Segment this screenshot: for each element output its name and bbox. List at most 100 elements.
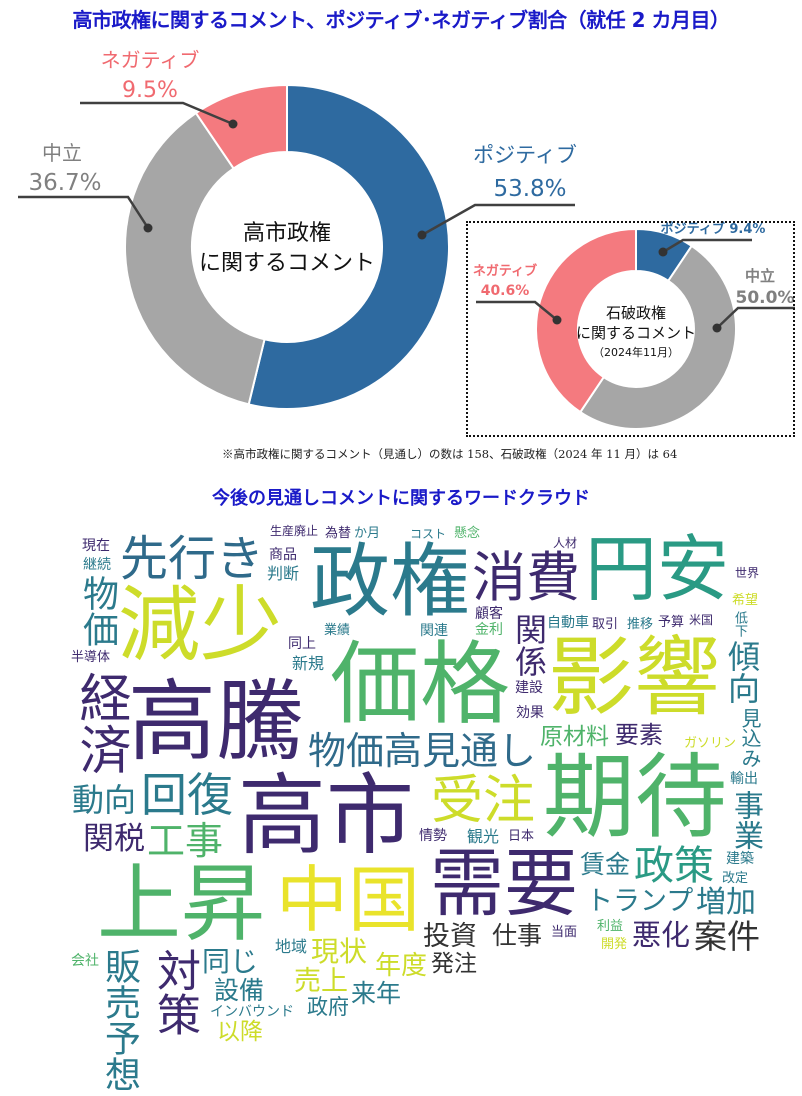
wordcloud-word: 商品	[269, 547, 297, 563]
ishiba-leader-negative-line	[476, 300, 558, 321]
ishiba-value-neutral: 50.0%	[736, 288, 795, 308]
wordcloud-word: 工事	[147, 819, 224, 863]
wordcloud-word: 受注	[431, 771, 536, 831]
wordcloud-word: 同上	[288, 636, 316, 652]
wordcloud-word: 低下	[732, 611, 747, 637]
ishiba-center-line1: 石破政権	[606, 304, 666, 322]
wordcloud: 政権 減少 価格 影響 高騰 中国 高市 上昇 需要 期待 円安 消費 先行き 受注 物価高見通し 販売予想 経…	[70, 524, 763, 1092]
wordcloud-word: 政策	[634, 843, 714, 889]
wordcloud-word: 判断	[267, 564, 300, 583]
wordcloud-word: 上昇	[97, 855, 266, 953]
ishiba-leader-negative-dot	[552, 315, 562, 325]
wordcloud-word: 継続	[83, 557, 111, 573]
wordcloud-word: 原材料	[540, 724, 609, 750]
wordcloud-word: 米国	[689, 613, 714, 627]
wordcloud-word: 政府	[307, 995, 349, 1019]
donut-charts: 高市政権に関するコメント ポジティブ 53.8% 中立 36.7% ネガティブ 9.5% 石破…	[18, 48, 795, 430]
wordcloud-word: 物価高見通し	[308, 729, 537, 773]
ishiba-label-negative: ネガティブ	[473, 263, 537, 279]
leader-positive-dot	[417, 230, 427, 240]
takaichi-slice-2	[194, 83, 288, 170]
wordcloud-word: 賃金	[580, 850, 631, 879]
wordcloud-word: 経済	[70, 671, 130, 775]
label-neutral: 中立	[42, 141, 82, 165]
wordcloud-word: 推移	[627, 617, 654, 632]
wordcloud-word: コスト	[410, 527, 447, 541]
value-neutral: 36.7%	[28, 170, 101, 196]
wordcloud-word: 以降	[217, 1019, 263, 1045]
wordcloud-word: 新規	[292, 654, 325, 673]
takaichi-slice-0	[247, 83, 450, 410]
wordcloud-word: 投資	[423, 921, 477, 952]
wordcloud-word: 仕事	[492, 921, 543, 950]
center-label-line2: に関するコメント	[199, 251, 375, 276]
wordcloud-word: ガソリン	[684, 736, 737, 751]
wordcloud-word: 減少	[118, 578, 283, 673]
ishiba-leader-neutral-line	[716, 306, 795, 329]
leader-negative-line	[80, 101, 234, 126]
wordcloud-word: 動向	[72, 781, 137, 819]
wordcloud-word: 売上	[294, 966, 348, 997]
wordcloud-word: 日本	[508, 829, 535, 844]
wordcloud-word: 影響	[548, 628, 720, 728]
wordcloud-word: 傾向	[723, 640, 761, 704]
wordcloud-word: 要素	[615, 721, 663, 749]
ishiba-slice-2	[535, 227, 637, 414]
wordcloud-word: 金利	[475, 622, 503, 638]
wordcloud-word: 増加	[696, 885, 756, 920]
ishiba-label-neutral: 中立	[745, 267, 775, 285]
wordcloud-word: 効果	[516, 705, 544, 721]
wordcloud-word: 関係	[510, 613, 548, 677]
wordcloud-word: 情勢	[419, 828, 447, 844]
leader-neutral-line	[18, 195, 150, 229]
value-positive: 53.8%	[493, 176, 566, 202]
wordcloud-word: 輸出	[730, 771, 758, 787]
label-negative: ネガティブ	[101, 48, 200, 72]
wordcloud-word: 会社	[71, 953, 99, 969]
ishiba-leader-neutral-dot	[712, 323, 722, 333]
wordcloud-word: 対策	[149, 948, 200, 1036]
ishiba-center-line3: （2024年11月）	[593, 345, 679, 359]
wordcloud-word: 年度	[375, 951, 428, 981]
takaichi-slice-1	[124, 111, 266, 406]
wordcloud-word: 為替	[325, 526, 352, 541]
wordcloud-word: 当面	[551, 925, 578, 940]
wordcloud-word: 現在	[82, 538, 110, 554]
ishiba-slice-1	[578, 244, 737, 430]
wordcloud-word: 自動車	[547, 615, 589, 631]
wordcloud-word: 世界	[735, 566, 760, 580]
wordcloud-title: 今後の見通しコメントに関するワードクラウド	[212, 488, 590, 509]
leader-negative-dot	[228, 119, 238, 129]
wordcloud-word: 半導体	[71, 650, 111, 665]
chart-title: 高市政権に関するコメント、ポジティブ･ネガティブ割合（就任 2 カ月目）	[72, 8, 730, 32]
label-positive: ポジティブ	[473, 143, 577, 167]
leader-neutral-dot	[143, 223, 153, 233]
wordcloud-word: 消費	[472, 546, 580, 609]
wordcloud-word: インバウンド	[210, 1004, 294, 1020]
wordcloud-word: 取引	[592, 617, 619, 632]
wordcloud-word: 生産廃止	[270, 524, 319, 538]
wordcloud-word: 政権	[310, 535, 470, 628]
wordcloud-word: 見込み	[738, 708, 762, 768]
wordcloud-word: 建設	[515, 680, 543, 696]
wordcloud-word: 利益	[597, 919, 624, 934]
ishiba-value-negative: 40.6%	[481, 283, 530, 299]
wordcloud-word: 懸念	[454, 526, 481, 541]
ishiba-label-positive: ポジティブ 9.4%	[661, 221, 766, 237]
leader-positive-line	[421, 203, 575, 237]
wordcloud-word: 円安	[585, 527, 730, 611]
wordcloud-word: 発注	[431, 951, 477, 977]
wordcloud-word: 設備	[214, 976, 265, 1005]
value-negative: 9.5%	[122, 78, 178, 103]
wordcloud-word: 観光	[467, 827, 500, 846]
wordcloud-word: 顧客	[475, 606, 503, 622]
wordcloud-word: 高市	[238, 764, 415, 867]
wordcloud-word: 悪化	[632, 918, 691, 952]
wordcloud-word: 来年	[351, 979, 402, 1008]
ishiba-leader-positive-dot	[658, 247, 668, 257]
footnote: ※高市政権に関するコメント（見通し）の数は 158、石破政権（2024 年 11…	[222, 447, 678, 461]
wordcloud-word: 改定	[722, 871, 749, 886]
wordcloud-word: 人材	[553, 536, 578, 550]
wordcloud-word: 予算	[658, 615, 685, 630]
wordcloud-word: 業績	[324, 623, 351, 638]
